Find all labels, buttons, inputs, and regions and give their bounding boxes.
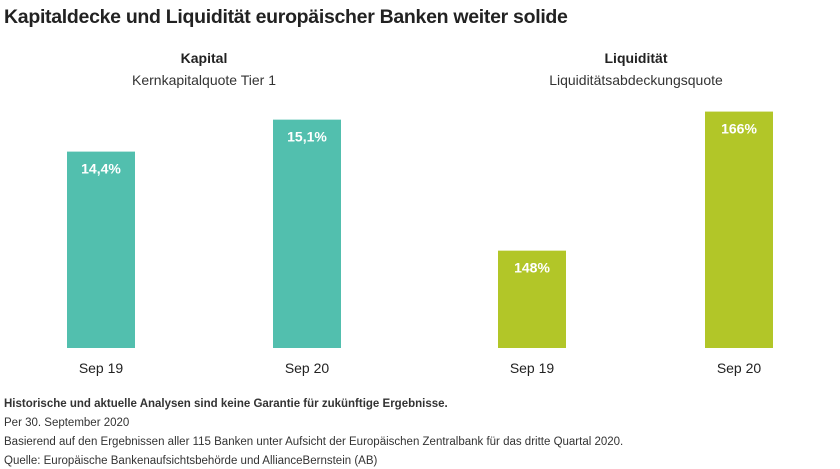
category-label: Sep 20 — [285, 360, 330, 376]
date-note: Per 30. September 2020 — [4, 417, 130, 429]
category-label: Sep 19 — [510, 360, 555, 376]
panel-title-kapital: Kapital — [180, 50, 228, 66]
source-note: Quelle: Europäische Bankenaufsichtsbehör… — [4, 455, 378, 467]
panel-title-liquiditaet: Liquidität — [604, 50, 668, 66]
bar-1-1 — [705, 111, 773, 349]
bar-chart-svg: 14,4% Sep 19 15,1% Sep 20 148% Sep 19 166% Sep … — [67, 111, 773, 376]
bar-1-0 — [498, 250, 566, 348]
category-label: Sep 19 — [79, 360, 124, 376]
data-label: 14,4% — [81, 161, 121, 177]
chart-title: Kapitaldecke und Liquidität europäischer… — [4, 6, 568, 28]
panel-subtitle-liquiditaet: Liquiditätsabdeckungsquote — [549, 72, 723, 88]
data-label: 15,1% — [287, 129, 327, 145]
panel-subtitle-kapital: Kernkapitalquote Tier 1 — [132, 72, 276, 88]
bar-0-0 — [67, 151, 135, 348]
disclaimer-note: Historische und aktuelle Analysen sind k… — [4, 398, 448, 410]
category-label: Sep 20 — [717, 360, 762, 376]
data-label: 166% — [721, 121, 757, 137]
data-label: 148% — [514, 260, 550, 276]
basis-note: Basierend auf den Ergebnissen aller 115 … — [4, 436, 624, 448]
bar-0-1 — [273, 119, 341, 349]
